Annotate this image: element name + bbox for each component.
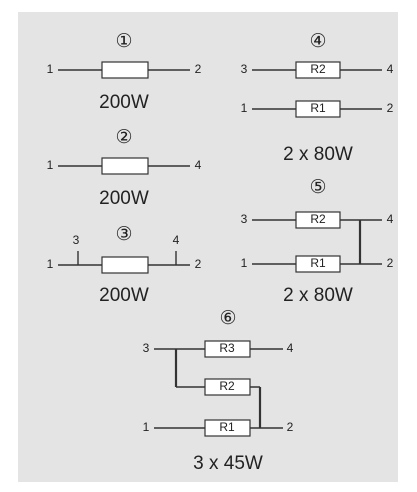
- rating: 200W: [99, 285, 149, 306]
- diagram-1: ① 1 2 200W: [47, 31, 202, 113]
- diagram-3: ③ 3 4 1 2 200W: [47, 224, 202, 306]
- resistor: [295, 255, 341, 273]
- terminal-label: 4: [195, 158, 202, 172]
- diagram-number: ⑤: [309, 177, 326, 198]
- terminal-label: 3: [241, 62, 248, 76]
- panel: [18, 12, 398, 482]
- resistor: [204, 340, 251, 358]
- resistor: [295, 211, 341, 229]
- terminal-label: 4: [287, 341, 294, 355]
- terminal-label: 2: [287, 420, 294, 434]
- diagram-number: ①: [115, 31, 132, 52]
- diagram-6: ⑥ 3 R3 4 R2 1 R1 2 3 x 45W: [143, 308, 294, 474]
- diagram-number: ④: [309, 31, 326, 52]
- terminal-label: 4: [173, 233, 180, 247]
- resistor: [295, 61, 341, 79]
- resistor-label: R2: [219, 379, 235, 393]
- rating: 200W: [99, 92, 149, 113]
- diagram-5: ⑤ 3 R2 4 1 R1 2 2 x 80W: [241, 177, 394, 306]
- resistor-label: R3: [219, 341, 235, 355]
- diagram-number: ③: [115, 224, 132, 245]
- diagram-2: ② 1 4 200W: [47, 127, 202, 209]
- terminal-label: 1: [47, 257, 54, 271]
- diagram-4: ④ 3 R2 4 1 R1 2 2 x 80W: [241, 31, 394, 165]
- terminal-label: 1: [47, 62, 54, 76]
- terminal-label: 2: [387, 101, 394, 115]
- rating: 2 x 80W: [283, 144, 353, 165]
- resistor-label: R1: [310, 101, 326, 115]
- resistor: [204, 378, 251, 396]
- terminal-label: 2: [195, 257, 202, 271]
- resistor-label: R2: [310, 212, 326, 226]
- terminal-label: 1: [143, 420, 150, 434]
- resistor: [204, 419, 251, 437]
- resistor-label: R1: [310, 256, 326, 270]
- rating: 2 x 80W: [283, 285, 353, 306]
- terminal-label: 2: [387, 256, 394, 270]
- terminal-label: 1: [47, 158, 54, 172]
- resistor-label: R2: [310, 62, 326, 76]
- diagram-number: ⑥: [219, 308, 236, 329]
- resistor-label: R1: [219, 420, 235, 434]
- resistor: [295, 100, 341, 118]
- terminal-label: 3: [73, 233, 80, 247]
- resistor: [101, 157, 149, 175]
- rating: 200W: [99, 188, 149, 209]
- terminal-label: 4: [387, 212, 394, 226]
- resistor: [101, 256, 149, 274]
- resistor: [101, 61, 149, 79]
- terminal-label: 3: [241, 212, 248, 226]
- terminal-label: 2: [195, 62, 202, 76]
- rating: 3 x 45W: [193, 453, 263, 474]
- terminal-label: 1: [241, 256, 248, 270]
- diagram-number: ②: [115, 127, 132, 148]
- terminal-label: 4: [387, 62, 394, 76]
- terminal-label: 3: [143, 341, 150, 355]
- terminal-label: 1: [241, 101, 248, 115]
